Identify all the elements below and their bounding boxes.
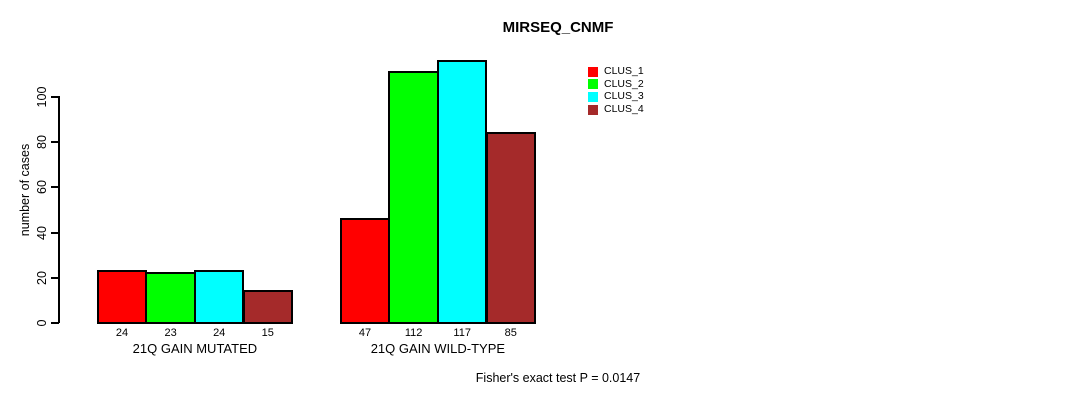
y-axis-tick bbox=[51, 186, 59, 189]
bar-clus_3-group2 bbox=[436, 59, 488, 324]
y-axis-tick-label: 80 bbox=[35, 135, 49, 150]
y-axis-tick bbox=[51, 231, 59, 234]
bar-clus_4-group1 bbox=[242, 290, 294, 324]
y-axis-tick-label: 20 bbox=[35, 270, 49, 285]
y-axis-tick bbox=[51, 96, 59, 98]
y-axis-label: number of cases bbox=[18, 143, 32, 237]
legend-swatch-clus4 bbox=[588, 104, 598, 115]
y-axis-tick-label: 100 bbox=[35, 86, 49, 108]
chart-title: MIRSEQ_CNMF bbox=[502, 19, 614, 36]
bar-clus_4-group2 bbox=[485, 131, 537, 324]
bar-clus_2-group2 bbox=[388, 70, 439, 324]
y-axis-tick bbox=[51, 141, 59, 144]
y-axis-line bbox=[58, 96, 60, 323]
legend-label: CLUS_3 bbox=[604, 90, 644, 103]
bar-value-label: 117 bbox=[453, 327, 471, 339]
bar-value-label: 112 bbox=[404, 327, 423, 339]
bar-clus_1-group1 bbox=[96, 269, 148, 324]
legend-item-clus3: CLUS_3 bbox=[588, 91, 644, 102]
legend-swatch-clus1 bbox=[588, 66, 598, 77]
annotation-text: Fisher's exact test P = 0.0147 bbox=[475, 371, 641, 385]
y-axis-tick bbox=[51, 276, 59, 279]
legend-label: CLUS_2 bbox=[604, 77, 644, 90]
group-label: 21Q GAIN WILD-TYPE bbox=[370, 341, 506, 356]
legend-swatch-clus3 bbox=[588, 91, 598, 102]
bar-value-label: 23 bbox=[164, 327, 177, 339]
legend-item-clus1: CLUS_1 bbox=[588, 66, 644, 77]
y-axis-tick-label: 0 bbox=[35, 319, 49, 327]
bar-value-label: 24 bbox=[115, 327, 129, 339]
group-label: 21Q GAIN MUTATED bbox=[132, 341, 258, 356]
y-axis-tick bbox=[51, 322, 59, 324]
legend-swatch-clus2 bbox=[588, 79, 598, 90]
legend-label: CLUS_1 bbox=[604, 65, 644, 77]
y-axis-tick-label: 60 bbox=[35, 180, 49, 195]
legend-label: CLUS_4 bbox=[604, 103, 644, 116]
legend-item-clus2: CLUS_2 bbox=[588, 77, 644, 90]
y-axis-tick-label: 40 bbox=[35, 225, 49, 240]
bar-value-label: 15 bbox=[261, 327, 274, 339]
bar-clus_1-group2 bbox=[339, 217, 391, 324]
legend-item-clus4: CLUS_4 bbox=[588, 104, 644, 115]
bar-clus_3-group1 bbox=[193, 269, 245, 324]
bar-value-label: 24 bbox=[213, 327, 226, 339]
bar-value-label: 85 bbox=[504, 327, 517, 339]
bar-value-label: 47 bbox=[358, 327, 372, 339]
bar-clus_2-group1 bbox=[145, 272, 196, 324]
